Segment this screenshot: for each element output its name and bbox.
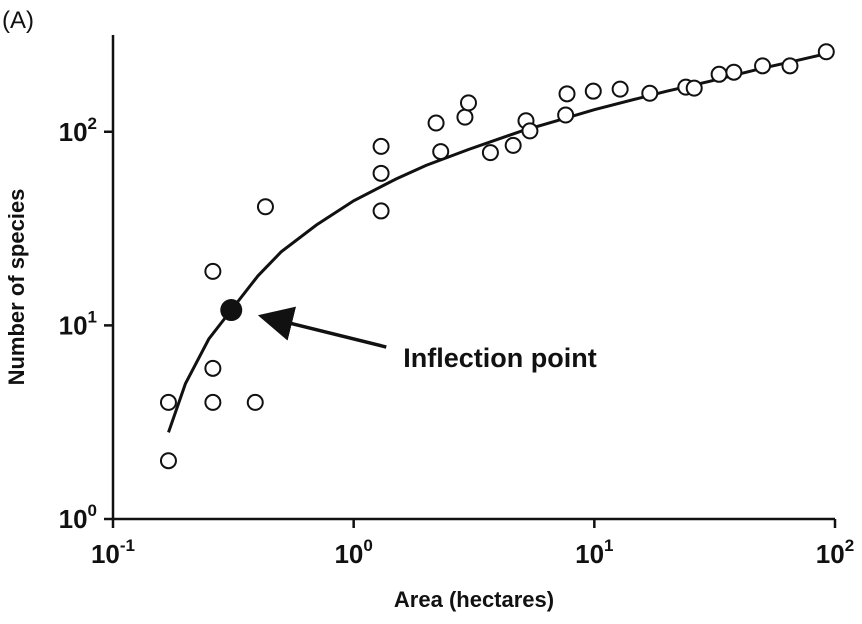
y-tick-base: 10 (59, 504, 88, 534)
x-tick-base: 10 (334, 539, 363, 569)
data-point (432, 143, 450, 161)
data-point (481, 144, 499, 162)
data-point (372, 202, 390, 220)
data-point (204, 393, 222, 411)
y-tick-label: 100 (59, 501, 97, 534)
x-axis-ticks: 10-1 100 101 102 (91, 519, 854, 569)
fit-curve (167, 52, 827, 433)
data-point (521, 122, 539, 140)
data-point (558, 85, 576, 103)
data-point (725, 63, 743, 81)
x-tick-exponent: 2 (845, 536, 854, 555)
x-axis-title: Area (hectares) (394, 587, 554, 612)
x-tick-label: 102 (816, 536, 854, 569)
data-point (781, 57, 799, 75)
x-tick-label: 100 (334, 536, 372, 569)
data-point (159, 393, 177, 411)
annotation-inflection-point: Inflection point (403, 343, 596, 373)
data-point (710, 65, 728, 83)
y-axis-title: Number of species (4, 189, 29, 386)
data-point (754, 57, 772, 75)
data-point (557, 106, 575, 124)
data-point (256, 198, 274, 216)
data-point (372, 137, 390, 155)
y-tick-label: 101 (59, 307, 97, 340)
data-point (817, 43, 835, 61)
x-tick-exponent: -1 (120, 536, 135, 555)
x-tick-exponent: 0 (363, 536, 372, 555)
y-tick-label: 102 (59, 114, 97, 147)
y-tick-exponent: 2 (88, 114, 97, 133)
data-point (159, 452, 177, 470)
data-point (584, 82, 602, 100)
x-tick-label: 10-1 (91, 536, 135, 569)
data-point (427, 114, 445, 132)
data-point (459, 94, 477, 112)
data-point (685, 79, 703, 97)
y-tick-base: 10 (59, 117, 88, 147)
y-tick-exponent: 0 (88, 501, 97, 520)
data-point (611, 80, 629, 98)
annotation-arrow (257, 306, 387, 349)
panel-label: (A) (2, 7, 34, 34)
x-tick-base: 10 (816, 539, 845, 569)
x-tick-label: 101 (575, 536, 613, 569)
data-points (159, 43, 835, 470)
data-point (204, 262, 222, 280)
data-point (641, 84, 659, 102)
y-tick-exponent: 1 (88, 307, 97, 326)
data-point (204, 359, 222, 377)
x-tick-exponent: 1 (604, 536, 613, 555)
data-point (246, 393, 264, 411)
x-tick-base: 10 (575, 539, 604, 569)
data-point (456, 108, 474, 126)
data-point (504, 136, 522, 154)
inflection-point-marker (220, 299, 243, 322)
y-tick-base: 10 (59, 310, 88, 340)
x-tick-base: 10 (91, 539, 120, 569)
data-point (372, 164, 390, 182)
